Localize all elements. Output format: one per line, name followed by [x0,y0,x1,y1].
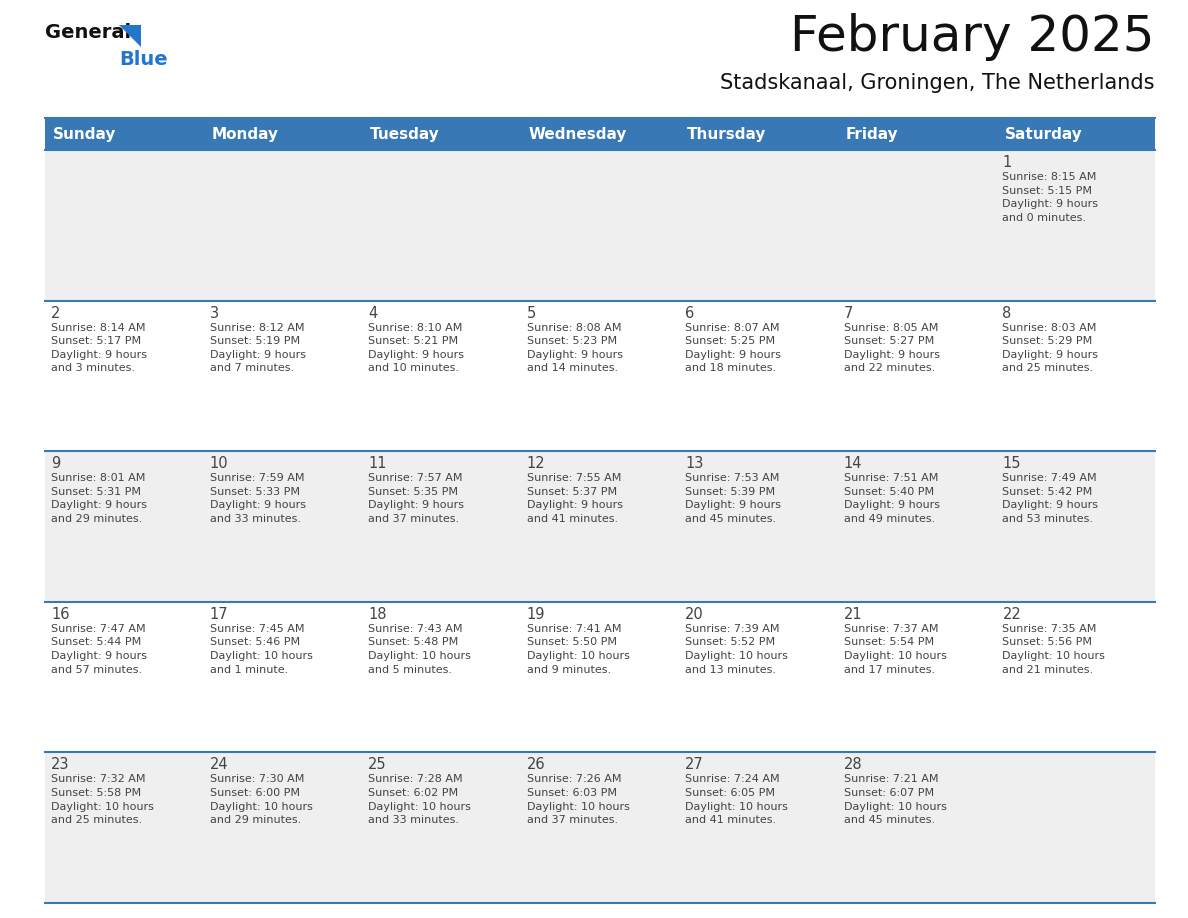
Text: Wednesday: Wednesday [529,127,627,141]
Text: 1: 1 [1003,155,1012,170]
Text: 6: 6 [685,306,695,320]
Text: 18: 18 [368,607,386,621]
Bar [45,452,1155,602]
Text: Sunrise: 8:15 AM
Sunset: 5:15 PM
Daylight: 9 hours
and 0 minutes.: Sunrise: 8:15 AM Sunset: 5:15 PM Dayligh… [1003,172,1099,223]
Text: Stadskanaal, Groningen, The Netherlands: Stadskanaal, Groningen, The Netherlands [720,73,1155,93]
Text: 28: 28 [843,757,862,772]
Text: Sunrise: 7:28 AM
Sunset: 6:02 PM
Daylight: 10 hours
and 33 minutes.: Sunrise: 7:28 AM Sunset: 6:02 PM Dayligh… [368,775,470,825]
Text: 19: 19 [526,607,545,621]
Text: Sunrise: 8:08 AM
Sunset: 5:23 PM
Daylight: 9 hours
and 14 minutes.: Sunrise: 8:08 AM Sunset: 5:23 PM Dayligh… [526,322,623,374]
Text: 27: 27 [685,757,704,772]
Text: 7: 7 [843,306,853,320]
Text: 25: 25 [368,757,387,772]
Text: 20: 20 [685,607,704,621]
Text: Sunrise: 7:24 AM
Sunset: 6:05 PM
Daylight: 10 hours
and 41 minutes.: Sunrise: 7:24 AM Sunset: 6:05 PM Dayligh… [685,775,788,825]
Text: 8: 8 [1003,306,1012,320]
Text: 9: 9 [51,456,61,471]
Text: 21: 21 [843,607,862,621]
Text: Sunrise: 8:12 AM
Sunset: 5:19 PM
Daylight: 9 hours
and 7 minutes.: Sunrise: 8:12 AM Sunset: 5:19 PM Dayligh… [209,322,305,374]
Text: Sunrise: 7:30 AM
Sunset: 6:00 PM
Daylight: 10 hours
and 29 minutes.: Sunrise: 7:30 AM Sunset: 6:00 PM Dayligh… [209,775,312,825]
Bar [45,118,1155,150]
Text: Tuesday: Tuesday [371,127,440,141]
Text: Monday: Monday [211,127,278,141]
Text: 3: 3 [209,306,219,320]
Text: Blue: Blue [119,50,168,69]
Text: 11: 11 [368,456,386,471]
Text: 13: 13 [685,456,703,471]
Text: Sunrise: 7:21 AM
Sunset: 6:07 PM
Daylight: 10 hours
and 45 minutes.: Sunrise: 7:21 AM Sunset: 6:07 PM Dayligh… [843,775,947,825]
Text: February 2025: February 2025 [790,13,1155,61]
Text: 2: 2 [51,306,61,320]
Text: 10: 10 [209,456,228,471]
Text: Thursday: Thursday [688,127,766,141]
Text: Sunrise: 7:35 AM
Sunset: 5:56 PM
Daylight: 10 hours
and 21 minutes.: Sunrise: 7:35 AM Sunset: 5:56 PM Dayligh… [1003,624,1105,675]
Text: Sunrise: 7:39 AM
Sunset: 5:52 PM
Daylight: 10 hours
and 13 minutes.: Sunrise: 7:39 AM Sunset: 5:52 PM Dayligh… [685,624,788,675]
Text: Sunrise: 7:47 AM
Sunset: 5:44 PM
Daylight: 9 hours
and 57 minutes.: Sunrise: 7:47 AM Sunset: 5:44 PM Dayligh… [51,624,147,675]
Text: Sunrise: 7:26 AM
Sunset: 6:03 PM
Daylight: 10 hours
and 37 minutes.: Sunrise: 7:26 AM Sunset: 6:03 PM Dayligh… [526,775,630,825]
Bar [45,602,1155,753]
Bar [45,300,1155,452]
Text: Sunrise: 7:59 AM
Sunset: 5:33 PM
Daylight: 9 hours
and 33 minutes.: Sunrise: 7:59 AM Sunset: 5:33 PM Dayligh… [209,473,305,524]
Text: Friday: Friday [846,127,898,141]
Text: Sunrise: 7:49 AM
Sunset: 5:42 PM
Daylight: 9 hours
and 53 minutes.: Sunrise: 7:49 AM Sunset: 5:42 PM Dayligh… [1003,473,1099,524]
Text: Sunrise: 7:37 AM
Sunset: 5:54 PM
Daylight: 10 hours
and 17 minutes.: Sunrise: 7:37 AM Sunset: 5:54 PM Dayligh… [843,624,947,675]
Text: Sunrise: 8:05 AM
Sunset: 5:27 PM
Daylight: 9 hours
and 22 minutes.: Sunrise: 8:05 AM Sunset: 5:27 PM Dayligh… [843,322,940,374]
Text: 14: 14 [843,456,862,471]
Text: 24: 24 [209,757,228,772]
Text: 4: 4 [368,306,378,320]
Text: 5: 5 [526,306,536,320]
Bar [45,753,1155,903]
Text: Sunrise: 7:51 AM
Sunset: 5:40 PM
Daylight: 9 hours
and 49 minutes.: Sunrise: 7:51 AM Sunset: 5:40 PM Dayligh… [843,473,940,524]
Bar [45,150,1155,300]
Text: Sunrise: 7:55 AM
Sunset: 5:37 PM
Daylight: 9 hours
and 41 minutes.: Sunrise: 7:55 AM Sunset: 5:37 PM Dayligh… [526,473,623,524]
Text: 15: 15 [1003,456,1020,471]
Text: 16: 16 [51,607,70,621]
Text: Saturday: Saturday [1004,127,1082,141]
Text: Sunday: Sunday [53,127,116,141]
Text: Sunrise: 8:01 AM
Sunset: 5:31 PM
Daylight: 9 hours
and 29 minutes.: Sunrise: 8:01 AM Sunset: 5:31 PM Dayligh… [51,473,147,524]
Text: 17: 17 [209,607,228,621]
Text: Sunrise: 7:57 AM
Sunset: 5:35 PM
Daylight: 9 hours
and 37 minutes.: Sunrise: 7:57 AM Sunset: 5:35 PM Dayligh… [368,473,465,524]
Text: Sunrise: 8:10 AM
Sunset: 5:21 PM
Daylight: 9 hours
and 10 minutes.: Sunrise: 8:10 AM Sunset: 5:21 PM Dayligh… [368,322,465,374]
Text: Sunrise: 7:32 AM
Sunset: 5:58 PM
Daylight: 10 hours
and 25 minutes.: Sunrise: 7:32 AM Sunset: 5:58 PM Dayligh… [51,775,154,825]
Polygon shape [119,25,141,47]
Text: Sunrise: 8:07 AM
Sunset: 5:25 PM
Daylight: 9 hours
and 18 minutes.: Sunrise: 8:07 AM Sunset: 5:25 PM Dayligh… [685,322,782,374]
Text: Sunrise: 7:43 AM
Sunset: 5:48 PM
Daylight: 10 hours
and 5 minutes.: Sunrise: 7:43 AM Sunset: 5:48 PM Dayligh… [368,624,470,675]
Text: Sunrise: 7:53 AM
Sunset: 5:39 PM
Daylight: 9 hours
and 45 minutes.: Sunrise: 7:53 AM Sunset: 5:39 PM Dayligh… [685,473,782,524]
Text: 23: 23 [51,757,70,772]
Text: Sunrise: 7:41 AM
Sunset: 5:50 PM
Daylight: 10 hours
and 9 minutes.: Sunrise: 7:41 AM Sunset: 5:50 PM Dayligh… [526,624,630,675]
Text: General: General [45,23,131,42]
Text: 26: 26 [526,757,545,772]
Text: Sunrise: 7:45 AM
Sunset: 5:46 PM
Daylight: 10 hours
and 1 minute.: Sunrise: 7:45 AM Sunset: 5:46 PM Dayligh… [209,624,312,675]
Text: Sunrise: 8:03 AM
Sunset: 5:29 PM
Daylight: 9 hours
and 25 minutes.: Sunrise: 8:03 AM Sunset: 5:29 PM Dayligh… [1003,322,1099,374]
Text: 12: 12 [526,456,545,471]
Text: 22: 22 [1003,607,1022,621]
Text: Sunrise: 8:14 AM
Sunset: 5:17 PM
Daylight: 9 hours
and 3 minutes.: Sunrise: 8:14 AM Sunset: 5:17 PM Dayligh… [51,322,147,374]
